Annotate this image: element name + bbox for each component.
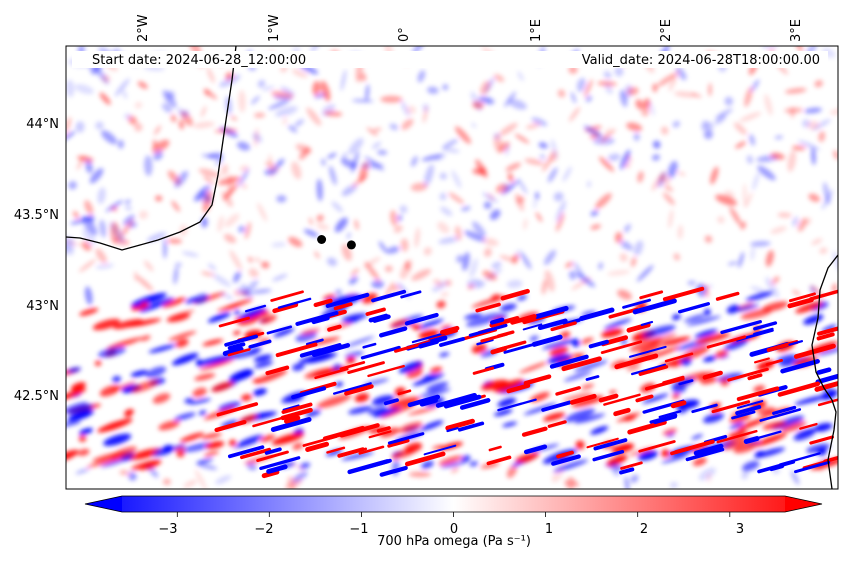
valid-date-label: Valid_date: 2024-06-28T18:00:00.00 xyxy=(582,53,820,68)
lat-tick: 42.5°N xyxy=(14,389,59,404)
lat-tick: 43°N xyxy=(26,299,59,314)
site-markers xyxy=(317,235,356,250)
lon-tick: 2°W xyxy=(136,14,151,42)
colorbar-label: 700 hPa omega (Pa s⁻¹) xyxy=(377,534,531,549)
lon-tick: 3°E xyxy=(789,19,804,42)
colorbar-tick-label: 2 xyxy=(640,522,648,537)
colorbar-tick-label: 1 xyxy=(545,522,553,537)
colorbar-tick-label: −3 xyxy=(158,522,177,537)
colorbar-ticks xyxy=(176,512,731,517)
colorbar-tick-labels: −3 −2 −1 0 1 2 3 xyxy=(158,522,744,537)
lon-tick: 1°W xyxy=(267,14,282,42)
lon-tick-labels: 2°W 1°W 0° 1°E 2°E 3°E xyxy=(136,14,804,42)
colorbar-tick-label: 3 xyxy=(736,522,744,537)
colorbar-tick-label: 0 xyxy=(450,522,458,537)
site-marker xyxy=(317,235,327,244)
lat-tick: 44°N xyxy=(26,117,59,132)
lat-tick-labels: 44°N 43.5°N 43°N 42.5°N xyxy=(14,117,59,404)
colorbar-min-extend xyxy=(85,496,122,512)
start-date-label: Start date: 2024-06-28_12:00:00 xyxy=(92,53,306,68)
site-marker xyxy=(346,240,356,250)
map-panel xyxy=(65,45,839,490)
lon-tick: 1°E xyxy=(529,19,544,42)
colorbar: −3 −2 −1 0 1 2 3 700 hPa omega (Pa s⁻¹) xyxy=(84,495,823,549)
annotation-strip xyxy=(72,51,828,68)
colorbar-tick-label: −1 xyxy=(349,522,368,537)
colorbar-tick-label: −2 xyxy=(254,522,273,537)
lon-tick: 2°E xyxy=(659,19,674,42)
lon-tick: 0° xyxy=(397,27,412,42)
colorbar-max-extend xyxy=(785,496,822,512)
coastline xyxy=(66,46,838,489)
lat-tick: 43.5°N xyxy=(14,208,59,223)
